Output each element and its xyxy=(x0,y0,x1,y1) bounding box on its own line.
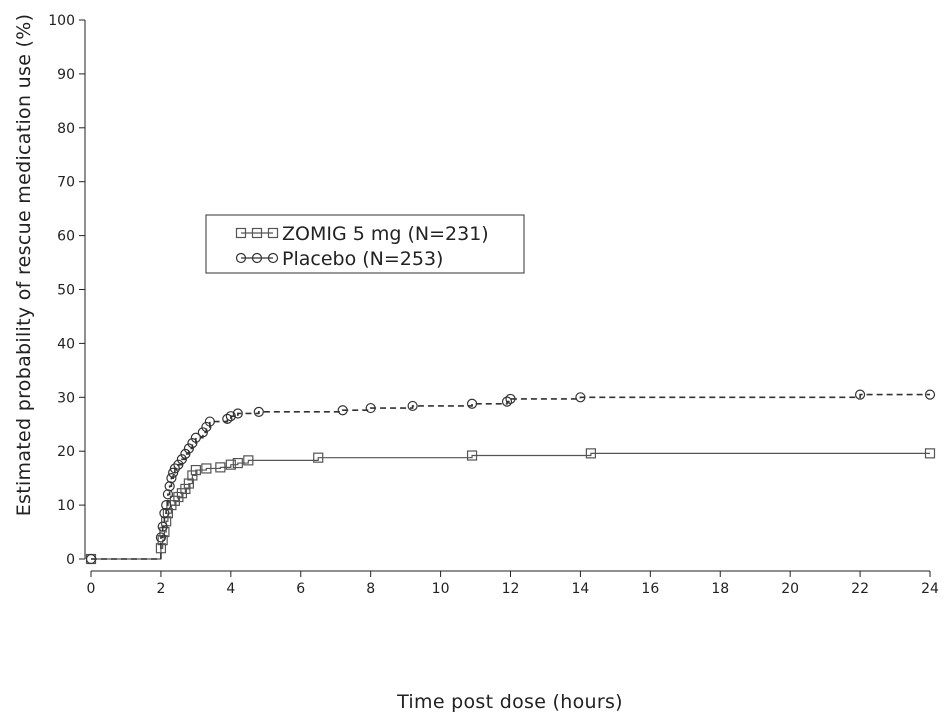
x-tick-label: 22 xyxy=(851,581,869,597)
data-point xyxy=(466,450,478,461)
data-point xyxy=(466,398,478,409)
data-point xyxy=(204,416,215,427)
legend-label-zomig: ZOMIG 5 mg (N=231) xyxy=(282,223,489,245)
data-point xyxy=(168,467,179,478)
data-point xyxy=(407,400,418,412)
data-point xyxy=(201,421,212,433)
legend-marker xyxy=(235,252,247,264)
data-point xyxy=(162,508,174,519)
y-tick-label: 50 xyxy=(57,283,75,299)
data-point xyxy=(157,521,168,532)
y-tick-label: 0 xyxy=(66,552,75,568)
data-point xyxy=(924,448,936,459)
data-point xyxy=(180,448,191,459)
series-zomig xyxy=(85,448,936,565)
data-point xyxy=(924,389,936,400)
data-point xyxy=(166,473,177,484)
data-point xyxy=(337,405,348,416)
data-point xyxy=(155,532,167,543)
data-point xyxy=(232,457,243,469)
data-point xyxy=(225,459,236,470)
data-point xyxy=(183,443,194,454)
data-point xyxy=(176,454,187,465)
data-point xyxy=(161,500,172,511)
x-tick-label: 8 xyxy=(366,581,375,597)
data-point xyxy=(232,408,243,419)
data-point xyxy=(243,455,254,466)
y-axis-title: Estimated probability of rescue medicati… xyxy=(13,14,35,517)
legend-marker xyxy=(267,227,279,239)
x-axis-title: Time post dose (hours) xyxy=(396,691,623,713)
legend-box xyxy=(205,214,525,274)
x-tick-label: 18 xyxy=(711,581,729,597)
x-tick-label: 10 xyxy=(432,581,450,597)
data-point xyxy=(222,413,233,424)
x-tick-label: 6 xyxy=(296,581,305,597)
data-point xyxy=(505,393,516,405)
x-tick-label: 12 xyxy=(502,581,520,597)
data-point xyxy=(187,470,198,481)
series-layer xyxy=(85,389,936,565)
x-tick-label: 16 xyxy=(641,581,659,597)
data-point xyxy=(173,459,184,470)
data-point xyxy=(173,491,184,503)
x-tick-label: 0 xyxy=(87,581,96,597)
data-point xyxy=(159,508,170,519)
legend: ZOMIG 5 mg (N=231) Placebo (N=253) xyxy=(205,214,525,274)
data-point xyxy=(854,389,866,400)
data-point xyxy=(253,406,264,417)
data-point xyxy=(197,427,208,438)
series-placebo xyxy=(85,389,936,565)
data-point xyxy=(162,489,174,500)
x-tick-label: 24 xyxy=(921,581,939,597)
series-line xyxy=(91,393,930,560)
data-point xyxy=(183,478,194,489)
data-point xyxy=(85,553,97,565)
data-point xyxy=(575,392,586,403)
x-tick-label: 2 xyxy=(156,581,165,597)
data-point xyxy=(169,495,180,506)
data-point xyxy=(313,452,324,463)
data-point xyxy=(180,483,191,495)
legend-marker xyxy=(267,252,279,264)
data-point xyxy=(225,411,236,422)
x-tick-label: 14 xyxy=(572,581,590,597)
series-line xyxy=(91,452,930,560)
y-tick-label: 10 xyxy=(57,498,75,514)
y-tick-label: 70 xyxy=(57,175,75,191)
y-tick-label: 100 xyxy=(48,13,75,29)
legend-label-placebo: Placebo (N=253) xyxy=(282,248,443,270)
data-point xyxy=(164,481,175,492)
y-tick-label: 80 xyxy=(57,121,75,137)
data-point xyxy=(215,462,226,473)
data-point xyxy=(501,396,513,407)
legend-symbol-zomig xyxy=(235,227,279,239)
y-tick-label: 60 xyxy=(57,229,75,245)
legend-symbol-placebo xyxy=(235,252,279,264)
y-tick-label: 20 xyxy=(57,444,75,460)
data-point xyxy=(190,432,201,443)
data-point xyxy=(187,438,198,449)
data-point xyxy=(169,463,180,474)
data-point xyxy=(161,516,172,527)
x-tick-label: 4 xyxy=(226,581,235,597)
x-tick-label: 20 xyxy=(781,581,799,597)
data-point xyxy=(201,463,212,474)
data-point xyxy=(190,464,201,476)
y-tick-label: 30 xyxy=(57,390,75,406)
y-tick-label: 40 xyxy=(57,336,75,352)
data-point xyxy=(159,526,170,538)
data-point xyxy=(585,448,597,459)
legend-marker xyxy=(235,227,247,239)
data-point xyxy=(365,402,376,414)
legend-marker xyxy=(251,227,263,239)
legend-marker xyxy=(251,252,263,264)
y-tick-label: 90 xyxy=(57,67,75,83)
